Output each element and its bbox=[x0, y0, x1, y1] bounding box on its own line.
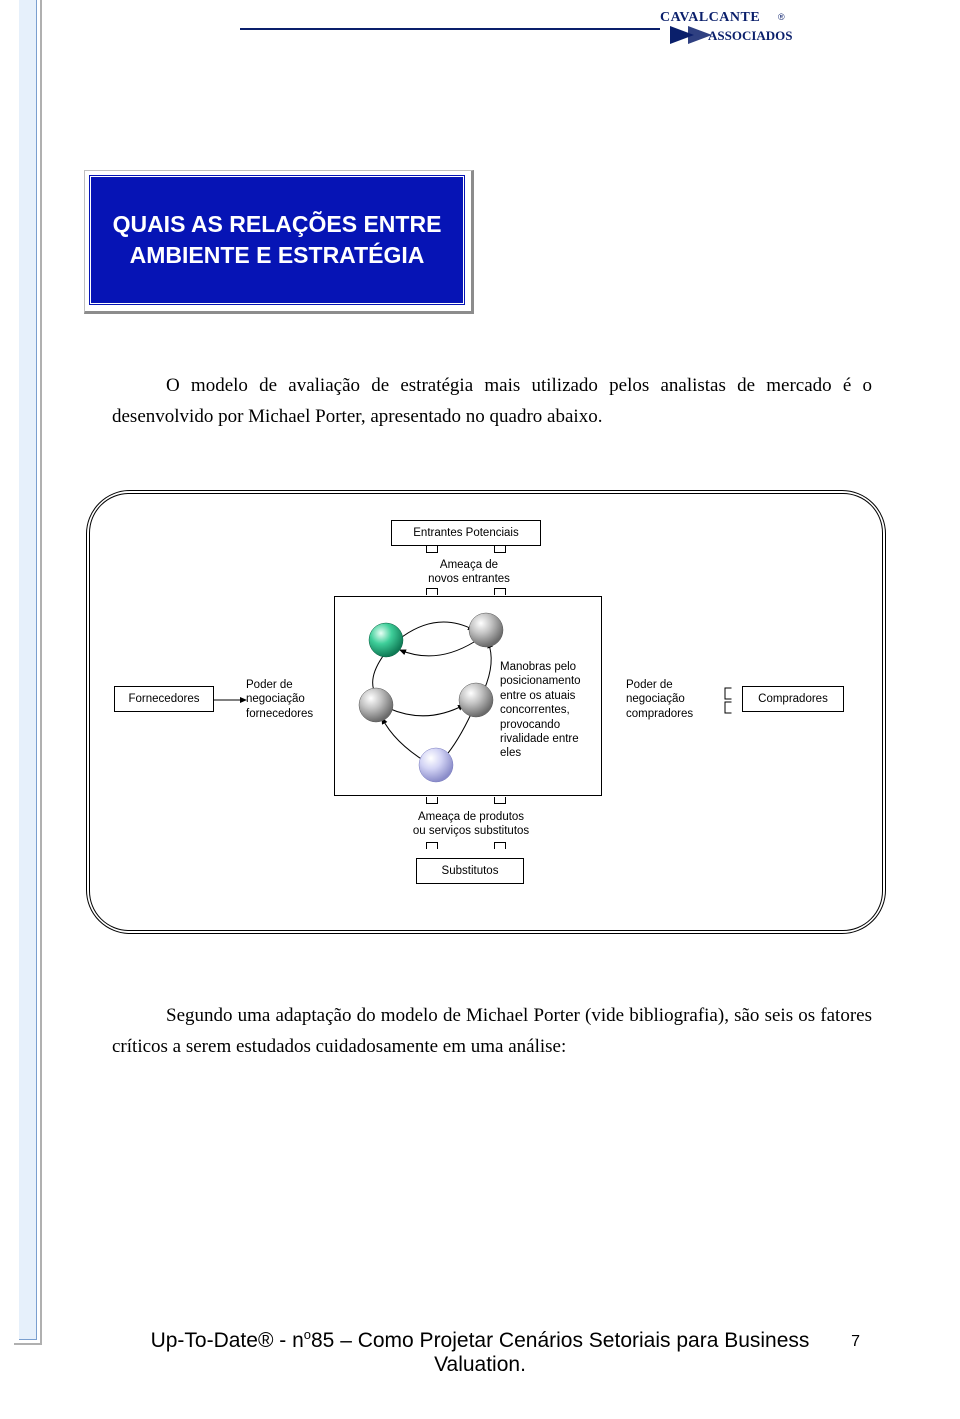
label-manobras: Manobras pelo posicionamento entre os at… bbox=[500, 660, 600, 761]
conclusion-paragraph: Segundo uma adaptação do modelo de Micha… bbox=[112, 1000, 872, 1063]
connector-icon bbox=[494, 842, 506, 849]
logo-top-label: CAVALCANTE bbox=[660, 10, 760, 25]
section-title-box: QUAIS AS RELAÇÕES ENTRE AMBIENTE E ESTRA… bbox=[88, 174, 466, 306]
label-poder-fornecedores: Poder de negociação fornecedores bbox=[246, 678, 332, 721]
title-line1: QUAIS AS RELAÇÕES ENTRE bbox=[113, 211, 442, 237]
connector-icon bbox=[426, 797, 438, 804]
conclusion-text: Segundo uma adaptação do modelo de Micha… bbox=[112, 1000, 872, 1063]
connector-icon bbox=[725, 688, 732, 700]
connector-icon bbox=[494, 797, 506, 804]
label-poder-compradores: Poder de negociação compradores bbox=[626, 678, 716, 721]
logo-sub-text: ASSOCIADOS bbox=[708, 28, 793, 44]
footer-sup: o bbox=[304, 1327, 311, 1342]
page-footer: Up-To-Date® - no85 – Como Projetar Cenár… bbox=[120, 1327, 840, 1377]
intro-paragraph: O modelo de avaliação de estratégia mais… bbox=[112, 370, 872, 433]
logo-rule bbox=[240, 28, 660, 30]
logo-top-text: CAVALCANTE bbox=[660, 10, 760, 26]
intro-text: O modelo de avaliação de estratégia mais… bbox=[112, 370, 872, 433]
box-substitutos: Substitutos bbox=[416, 858, 524, 884]
footer-pre: Up-To-Date® - n bbox=[151, 1329, 304, 1352]
left-margin-bar bbox=[19, 0, 37, 1340]
section-title-text: QUAIS AS RELAÇÕES ENTRE AMBIENTE E ESTRA… bbox=[113, 209, 442, 271]
footer-post: 85 – Como Projetar Cenários Setoriais pa… bbox=[311, 1329, 809, 1376]
logo-registered: ® bbox=[778, 12, 785, 22]
brand-logo: CAVALCANTE ASSOCIADOS ® bbox=[610, 10, 830, 56]
box-fornecedores: Fornecedores bbox=[114, 686, 214, 712]
connector-icon bbox=[725, 702, 732, 714]
connector-icon bbox=[426, 842, 438, 849]
box-compradores: Compradores bbox=[742, 686, 844, 712]
page: CAVALCANTE ASSOCIADOS ® QUAIS AS RELAÇÕE… bbox=[0, 0, 960, 1419]
porter-diagram: Entrantes Potenciais Ameaça de novos ent… bbox=[86, 490, 890, 940]
title-line2: AMBIENTE E ESTRATÉGIA bbox=[130, 242, 425, 268]
page-number: 7 bbox=[851, 1333, 860, 1351]
label-ameaca-substitutos: Ameaça de produtos ou serviços substitut… bbox=[386, 810, 556, 839]
